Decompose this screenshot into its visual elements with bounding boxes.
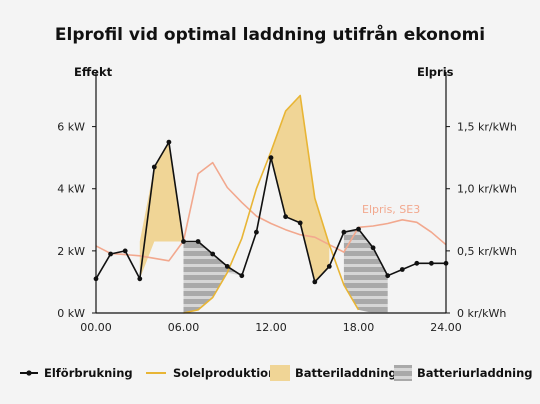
chart-title: Elprofil vid optimal laddning utifrån ek… [55,23,485,45]
x-tick-label: 24.00 [430,321,462,334]
consumption-point [341,229,347,235]
y-right-tick-label: 1,5 kr/kWh [457,121,517,134]
price-annotation: Elpris, SE3 [362,203,420,216]
consumption-point [195,239,201,244]
price-line [95,161,447,262]
consumption-point [151,164,157,170]
legend-item-charging: Batteriladdning [270,365,397,381]
axes [95,72,447,314]
legend-item-solar: Solelproduktion [146,366,276,380]
y-right-tick-label: 0 kr/kWh [457,307,506,320]
consumption-point [268,155,274,161]
consumption-point [399,267,405,272]
y-left-tick-label: 2 kW [57,245,85,258]
battery-discharging-area [343,229,388,313]
x-tick-label: 06.00 [168,321,200,334]
battery-charging-area [271,95,330,282]
consumption-point [166,139,172,145]
consumption-point [414,260,420,266]
consumption-point [239,273,245,279]
consumption-point [254,229,259,235]
consumption-point [137,276,143,282]
consumption-point [429,260,434,266]
legend-charging-label: Batteriladdning [295,366,397,380]
consumption-point [181,239,186,244]
y-right-tick-label: 0,5 kr/kWh [457,245,517,258]
legend-discharging-swatch [394,365,412,381]
legend-discharging-label: Batteriurladdning [417,366,533,380]
y-right-tick-label: 1,0 kr/kWh [457,183,517,196]
legend-consumption-marker [26,370,32,376]
x-tick-label: 00.00 [80,321,112,334]
legend: Elförbrukning Solelproduktion Batterilad… [20,365,533,381]
consumption-point [108,251,113,257]
y-right-axis-title: Elpris [417,65,454,79]
battery-charging-area [139,142,184,279]
x-tick-label: 18.00 [343,321,375,334]
consumption-point [356,226,361,232]
legend-solar-label: Solelproduktion [173,366,276,380]
battery-discharging-area [183,241,242,313]
x-tick-label: 12.00 [255,321,287,334]
solar-line [183,94,360,314]
consumption-point [210,251,216,257]
consumption-point [385,273,391,279]
y-left-tick-label: 0 kW [57,307,85,320]
legend-item-discharging: Batteriurladdning [394,365,533,381]
consumption-point [283,214,288,220]
consumption-point [297,220,303,226]
consumption-point [370,245,376,251]
consumption-point [122,248,128,254]
consumption-point [312,279,318,285]
y-left-tick-label: 6 kW [57,121,85,134]
legend-charging-swatch [270,365,290,381]
legend-consumption-label: Elförbrukning [44,366,133,380]
tick-labels: 00.00 06.00 12.00 18.00 24.00 0 kW 2 kW 4 kW 6 k… [57,121,517,334]
y-left-tick-label: 4 kW [57,183,85,196]
consumption-point [224,264,230,269]
y-left-axis-title: Effekt [74,65,113,79]
battery-areas [139,95,388,313]
series-lines [93,94,449,314]
consumption-point [326,264,332,269]
legend-item-consumption: Elförbrukning [20,366,133,380]
